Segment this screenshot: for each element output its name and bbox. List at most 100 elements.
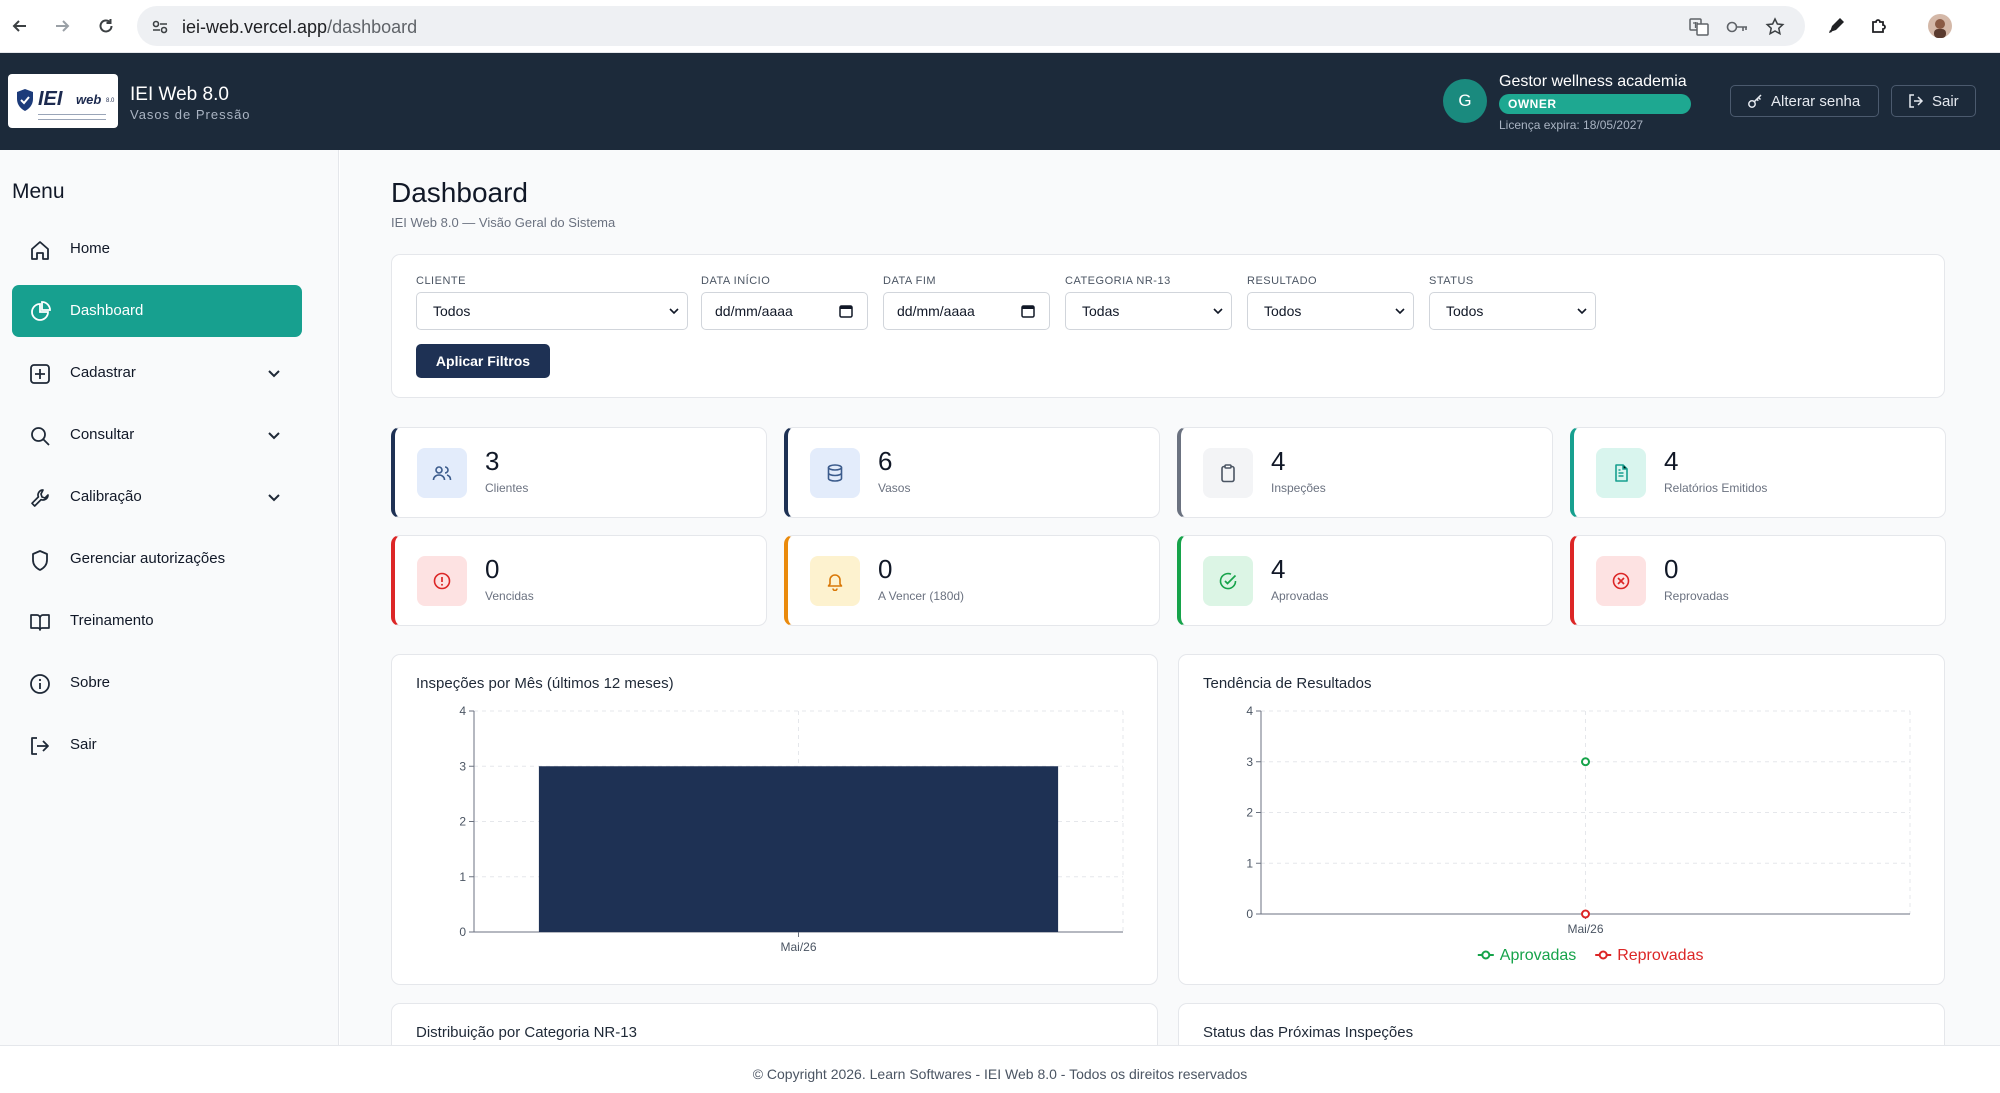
change-password-button[interactable]: Alterar senha: [1730, 85, 1879, 117]
sidebar-item-calibracao[interactable]: Calibração: [12, 471, 302, 523]
stat-value: 0: [878, 554, 893, 584]
logo-version: 8.0: [106, 98, 115, 104]
logo-brand-web: web: [76, 92, 102, 107]
chart-title: Inspeções por Mês (últimos 12 meses): [416, 675, 674, 692]
main-content: Dashboard IEI Web 8.0 — Visão Geral do S…: [340, 150, 2000, 1045]
calendar-icon[interactable]: [1021, 304, 1035, 318]
chevron-down-icon: [669, 308, 679, 315]
back-icon[interactable]: [6, 12, 34, 40]
categoria-select[interactable]: Todas: [1065, 292, 1232, 330]
sidebar-item-consultar[interactable]: Consultar: [12, 409, 302, 461]
footer: © Copyright 2026. Learn Softwares - IEI …: [0, 1045, 2000, 1093]
sidebar-item-treinamento[interactable]: Treinamento: [12, 595, 302, 647]
sidebar-item-cadastrar[interactable]: Cadastrar: [12, 347, 302, 399]
stat-value: 3: [485, 446, 500, 476]
calendar-icon[interactable]: [839, 304, 853, 318]
extensions-puzzle-icon[interactable]: [1867, 14, 1891, 38]
data-point: [1581, 909, 1590, 919]
stat-card-inspecoes[interactable]: 4 Inspeções: [1177, 427, 1553, 518]
page-title: Dashboard: [391, 177, 528, 208]
stat-card-reprovadas[interactable]: 0 Reprovadas: [1570, 535, 1946, 626]
results-trend-chart-card: Tendência de Resultados 0 1 2 3 4 Mai/26 Aprov…: [1178, 654, 1945, 985]
app-title: IEI Web 8.0: [130, 84, 229, 105]
search-icon: [28, 424, 52, 448]
profile-avatar-icon[interactable]: [1928, 14, 1952, 38]
data-point: [1581, 757, 1590, 767]
sidebar-item-label: Dashboard: [70, 302, 144, 319]
url-host: iei-web.vercel.app: [182, 17, 328, 37]
address-bar[interactable]: iei-web.vercel.app/dashboard: [137, 6, 1805, 46]
password-key-icon[interactable]: [1726, 16, 1748, 38]
sidebar-item-home[interactable]: Home: [12, 223, 302, 275]
bookmark-star-icon[interactable]: [1764, 16, 1786, 38]
site-settings-icon[interactable]: [149, 16, 171, 38]
y-tick-label: 1: [459, 870, 466, 884]
stat-value: 4: [1271, 446, 1286, 476]
stat-label: Vencidas: [485, 589, 534, 603]
stat-label: Vasos: [878, 481, 911, 495]
pen-extension-icon[interactable]: [1824, 14, 1848, 38]
categoria-value: Todas: [1082, 303, 1120, 319]
sidebar-item-gerenciar-autorizacoes[interactable]: Gerenciar autorizações: [12, 533, 302, 585]
translate-icon[interactable]: [1688, 16, 1710, 38]
plus-square-icon: [28, 362, 52, 386]
home-icon: [28, 238, 52, 262]
stat-value: 4: [1664, 446, 1679, 476]
menu-title: Menu: [12, 180, 65, 203]
url-path: /dashboard: [327, 17, 418, 37]
categoria-label: CATEGORIA NR-13: [1065, 275, 1171, 287]
y-tick-label: 4: [1246, 704, 1253, 718]
sidebar-item-label: Treinamento: [70, 612, 154, 629]
chevron-down-icon: [1577, 308, 1587, 315]
apply-filters-button[interactable]: Aplicar Filtros: [416, 344, 550, 378]
logo-brand: IEI: [38, 88, 63, 110]
status-select[interactable]: Todos: [1429, 292, 1596, 330]
sidebar-item-sair[interactable]: Sair: [12, 719, 302, 771]
stat-label: Reprovadas: [1664, 589, 1729, 603]
stat-card-clientes[interactable]: 3 Clientes: [391, 427, 767, 518]
stat-card-vencidas[interactable]: 0 Vencidas: [391, 535, 767, 626]
database-icon: [827, 464, 843, 482]
results-trend-chart: 0 1 2 3 4 Mai/26 Aprovadas Reprovadas: [1246, 704, 1911, 964]
app-logo[interactable]: IEI web 8.0: [8, 74, 118, 128]
monthly-inspections-chart-card: Inspeções por Mês (últimos 12 meses) 0 1 2…: [391, 654, 1158, 985]
reload-icon[interactable]: [92, 12, 120, 40]
chevron-down-icon[interactable]: [264, 487, 284, 507]
sidebar-item-dashboard[interactable]: Dashboard: [12, 285, 302, 337]
stat-label: Relatórios Emitidos: [1664, 481, 1768, 495]
status-label: STATUS: [1429, 275, 1474, 287]
resultado-label: RESULTADO: [1247, 275, 1318, 287]
legend-marker: [1481, 950, 1491, 960]
sidebar-item-sobre[interactable]: Sobre: [12, 657, 302, 709]
cliente-select[interactable]: Todos: [416, 292, 688, 330]
key-icon: [1748, 94, 1762, 108]
app-subtitle: Vasos de Pressão: [130, 107, 251, 122]
stat-value: 6: [878, 446, 893, 476]
data-fim-placeholder: dd/mm/aaaa: [897, 303, 975, 319]
chevron-down-icon[interactable]: [264, 363, 284, 383]
resultado-select[interactable]: Todos: [1247, 292, 1414, 330]
y-tick-label: 0: [459, 925, 466, 939]
stat-card-relatorios[interactable]: 4 Relatórios Emitidos: [1570, 427, 1946, 518]
x-tick-label: Mai/26: [780, 940, 816, 954]
stat-card-aprovadas[interactable]: 4 Aprovadas: [1177, 535, 1553, 626]
next-inspections-status-card: Status das Próximas Inspeções: [1178, 1003, 1945, 1045]
stat-value: 0: [485, 554, 500, 584]
bar: [538, 766, 1059, 932]
data-inicio-input[interactable]: dd/mm/aaaa: [701, 292, 868, 330]
chevron-down-icon[interactable]: [264, 425, 284, 445]
stat-icon-box: [810, 556, 860, 606]
chevron-down-icon: [1395, 308, 1405, 315]
chart-title: Distribuição por Categoria NR-13: [416, 1024, 637, 1041]
forward-icon[interactable]: [48, 12, 76, 40]
y-tick-label: 2: [459, 815, 466, 829]
info-icon: [28, 672, 52, 696]
user-avatar[interactable]: G: [1443, 79, 1487, 123]
logout-button[interactable]: Sair: [1891, 85, 1976, 117]
monthly-inspections-chart: 0 1 2 3 4 Mai/26: [459, 704, 1124, 954]
legend-label: Aprovadas: [1500, 947, 1577, 964]
stat-card-vasos[interactable]: 6 Vasos: [784, 427, 1160, 518]
y-tick-label: 4: [459, 704, 466, 718]
data-fim-input[interactable]: dd/mm/aaaa: [883, 292, 1050, 330]
stat-card-a-vencer[interactable]: 0 A Vencer (180d): [784, 535, 1160, 626]
